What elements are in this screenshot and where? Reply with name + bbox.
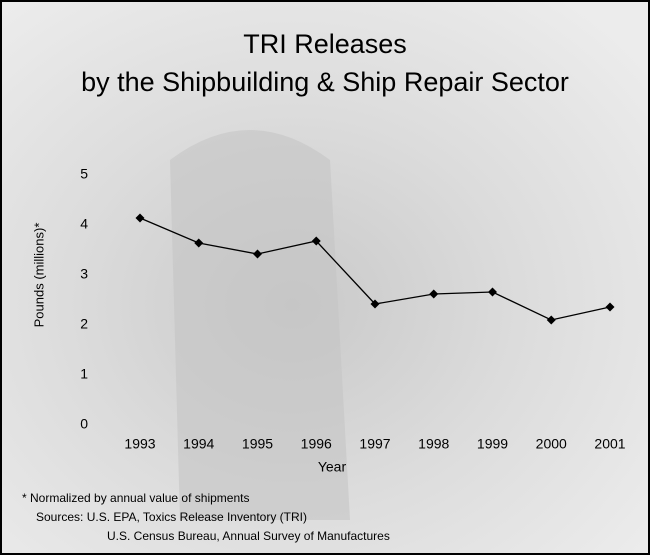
x-tick-label: 2000 xyxy=(536,436,567,452)
x-axis-label: Year xyxy=(318,459,347,475)
chart-subtitle: by the Shipbuilding & Ship Repair Sector xyxy=(81,67,569,97)
y-tick-label: 4 xyxy=(80,216,88,232)
x-tick-label: 2001 xyxy=(594,436,625,452)
y-axis-label: Pounds (millions)* xyxy=(31,223,46,328)
x-tick-label: 1995 xyxy=(242,436,273,452)
y-tick-label: 3 xyxy=(80,266,88,282)
source-note: U.S. Census Bureau, Annual Survey of Man… xyxy=(107,529,390,543)
y-tick-label: 2 xyxy=(80,316,88,332)
x-tick-label: 1994 xyxy=(183,436,214,452)
x-tick-label: 1997 xyxy=(359,436,390,452)
footnote: * Normalized by annual value of shipment… xyxy=(22,491,249,505)
chart: TRI Releases by the Shipbuilding & Ship … xyxy=(0,0,650,555)
y-tick-label: 0 xyxy=(80,416,88,432)
y-tick-label: 5 xyxy=(80,166,88,182)
x-tick-label: 1993 xyxy=(124,436,155,452)
x-tick-label: 1999 xyxy=(477,436,508,452)
source-note: Sources: U.S. EPA, Toxics Release Invent… xyxy=(36,510,307,524)
x-tick-label: 1996 xyxy=(301,436,332,452)
x-tick-label: 1998 xyxy=(418,436,449,452)
chart-title: TRI Releases xyxy=(243,29,407,59)
page: TRI Releases by the Shipbuilding & Ship … xyxy=(0,0,650,555)
y-tick-label: 1 xyxy=(80,366,88,382)
